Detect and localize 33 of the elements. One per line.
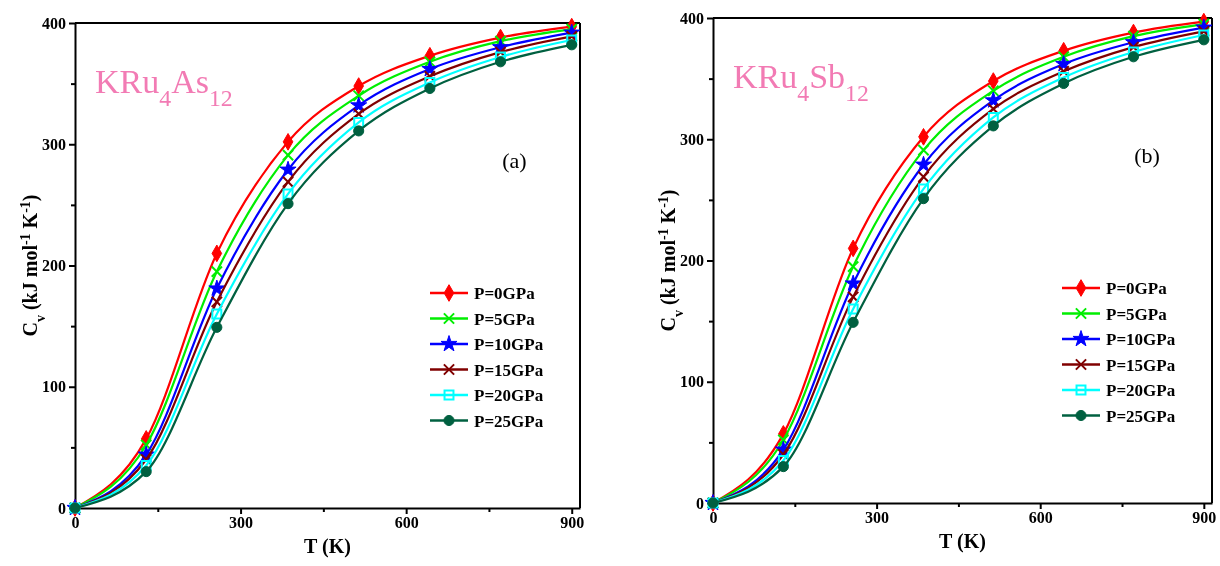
- legend-label: P=5GPa: [1106, 304, 1168, 324]
- y-tick-label: 100: [42, 378, 66, 396]
- x-tick-label: 300: [865, 509, 890, 527]
- legend-label: P=15GPa: [474, 360, 544, 380]
- legend-label: P=10GPa: [474, 335, 544, 354]
- x-tick-label: 900: [1192, 509, 1217, 527]
- legend-label: P=20GPa: [474, 386, 544, 405]
- legend-label: P=0GPa: [1106, 279, 1168, 298]
- y-tick-label: 300: [680, 130, 704, 148]
- legend-label: P=20GPa: [1106, 381, 1176, 400]
- x-tick-label: 600: [1028, 509, 1053, 527]
- y-tick-label: 400: [42, 14, 66, 32]
- legend-label: P=25GPa: [1106, 406, 1176, 426]
- x-tick-label: 0: [71, 514, 80, 532]
- x-tick-label: 300: [229, 514, 254, 532]
- x-axis-title: T (K): [304, 535, 351, 558]
- legend-label: P=10GPa: [1106, 330, 1176, 349]
- y-tick-label: 400: [680, 9, 704, 27]
- annotation: (b): [1134, 143, 1160, 168]
- x-tick-label: 900: [560, 514, 585, 532]
- x-axis-title: T (K): [939, 530, 986, 553]
- y-tick-label: 300: [42, 135, 66, 153]
- legend-label: P=25GPa: [474, 411, 544, 431]
- y-tick-label: 100: [680, 373, 704, 391]
- y-tick-label: 0: [696, 494, 704, 512]
- x-tick-label: 600: [394, 514, 419, 532]
- legend-label: P=0GPa: [474, 284, 536, 303]
- legend-label: P=5GPa: [474, 309, 536, 329]
- legend-label: P=15GPa: [1106, 355, 1176, 375]
- annotation: (a): [502, 148, 527, 173]
- annotation: KRu$_{4}$Sb$_{12}$: [733, 58, 869, 106]
- annotation: KRu$_{4}$As$_{12}$: [95, 63, 233, 111]
- x-tick-label: 0: [709, 509, 718, 527]
